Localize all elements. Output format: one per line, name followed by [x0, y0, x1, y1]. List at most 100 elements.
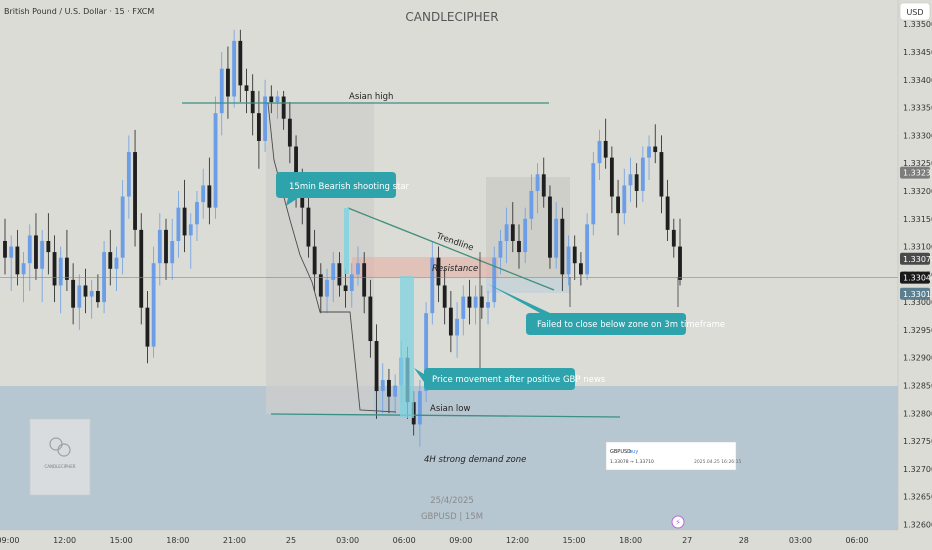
- time-tick-label: 15:00: [110, 536, 133, 545]
- candle-body: [164, 229, 168, 264]
- candle: [238, 29, 243, 103]
- candle-body: [616, 196, 620, 214]
- candle-body: [244, 85, 249, 91]
- price-tag-label: 1.33015: [903, 290, 932, 299]
- candle: [52, 235, 57, 303]
- candle: [21, 252, 26, 303]
- candle-body: [226, 68, 230, 97]
- candle: [653, 124, 658, 164]
- candle: [417, 379, 422, 447]
- candle: [207, 157, 212, 225]
- candle: [126, 135, 131, 219]
- callout-gbp-news-text: Price movement after positive GBP news: [432, 375, 606, 385]
- candle-body: [647, 146, 651, 158]
- candle: [188, 213, 193, 269]
- candle: [572, 235, 577, 280]
- candle: [306, 196, 311, 258]
- price-tick-label: 1.32650: [903, 493, 932, 502]
- price-tick-label: 1.32750: [903, 437, 932, 446]
- candle: [622, 168, 627, 225]
- candle-body: [9, 246, 14, 258]
- candle-body: [548, 196, 552, 258]
- candle-body: [3, 240, 7, 258]
- candle: [634, 163, 639, 208]
- candle: [145, 291, 150, 364]
- candle: [678, 218, 682, 286]
- candle-body: [393, 385, 398, 397]
- candle-body: [387, 379, 391, 397]
- time-tick-label: 06:00: [393, 536, 416, 545]
- candle-body: [368, 296, 373, 342]
- candle-body: [448, 307, 453, 336]
- callout-shooting-star[interactable]: 15min Bearish shooting star: [276, 172, 410, 206]
- time-scale[interactable]: [0, 530, 898, 550]
- candle: [263, 79, 268, 153]
- price-tick-label: 1.33000: [903, 298, 932, 307]
- candle: [201, 168, 206, 219]
- candle: [591, 152, 596, 236]
- candle-body: [622, 185, 627, 214]
- mini-trade-card[interactable]: GBPUSD buy 1.33078 → 1.33710 2025.04.25 …: [605, 441, 742, 471]
- time-tick-label: 12:00: [506, 536, 529, 545]
- time-tick-label: 09:00: [449, 536, 472, 545]
- watermark-title: CANDLECIPHER: [405, 10, 498, 24]
- candle: [560, 207, 565, 292]
- candle-body: [256, 113, 261, 141]
- candle-body: [640, 157, 645, 191]
- candle: [578, 252, 583, 286]
- candle-body: [201, 185, 206, 203]
- candle-body: [597, 140, 602, 164]
- candle: [393, 374, 398, 414]
- lightning-icon: ⚡: [675, 518, 681, 527]
- candle: [83, 268, 88, 314]
- candle: [554, 202, 559, 269]
- currency-button[interactable]: [899, 2, 931, 21]
- candle: [133, 129, 137, 247]
- candle: [195, 190, 199, 241]
- callout-failed-close-text: Failed to close below zone on 3m timefra…: [537, 320, 725, 330]
- candle: [65, 229, 69, 292]
- callout-gbp-news[interactable]: Price movement after positive GBP news: [414, 368, 606, 390]
- candle-body: [65, 257, 69, 280]
- candle: [157, 213, 162, 286]
- news-candle-highlight: [400, 276, 414, 418]
- candle-body: [578, 263, 583, 275]
- candle-body: [102, 252, 107, 303]
- footer-date: 25/4/2025: [430, 496, 474, 506]
- candle: [529, 174, 534, 230]
- candle: [312, 229, 317, 292]
- candle-body: [263, 96, 268, 141]
- price-tick-label: 1.33150: [903, 215, 932, 224]
- candle: [34, 213, 38, 280]
- candle: [176, 190, 181, 258]
- candle-body: [374, 341, 379, 392]
- symbol-title: British Pound / U.S. Dollar · 15 · FXCM: [4, 7, 154, 16]
- price-tick-label: 1.33350: [903, 104, 932, 113]
- candle-body: [356, 263, 360, 275]
- trendline[interactable]: [347, 207, 555, 291]
- candle-body: [603, 140, 608, 158]
- candle: [603, 118, 608, 169]
- candle: [256, 90, 261, 169]
- callout-failed-close[interactable]: Failed to close below zone on 3m timefra…: [488, 284, 725, 335]
- currency-label: USD: [906, 8, 923, 17]
- candle: [597, 129, 602, 180]
- price-tick-label: 1.32950: [903, 326, 932, 335]
- candle-body: [541, 174, 546, 197]
- candle-body: [238, 40, 243, 86]
- price-tick-label: 1.33300: [903, 131, 932, 140]
- price-tag-label: 1.33044: [903, 274, 932, 283]
- candle-body: [15, 246, 20, 275]
- candle-body: [653, 146, 658, 153]
- candle: [455, 302, 459, 358]
- event-marker[interactable]: [671, 515, 685, 529]
- candle-body: [678, 246, 682, 280]
- candle-body: [145, 307, 150, 347]
- candle-body: [455, 318, 459, 336]
- candle-body: [108, 252, 113, 269]
- price-tick-label: 1.32900: [903, 354, 932, 363]
- candle: [27, 224, 32, 292]
- candle: [244, 68, 249, 114]
- candle: [89, 279, 94, 319]
